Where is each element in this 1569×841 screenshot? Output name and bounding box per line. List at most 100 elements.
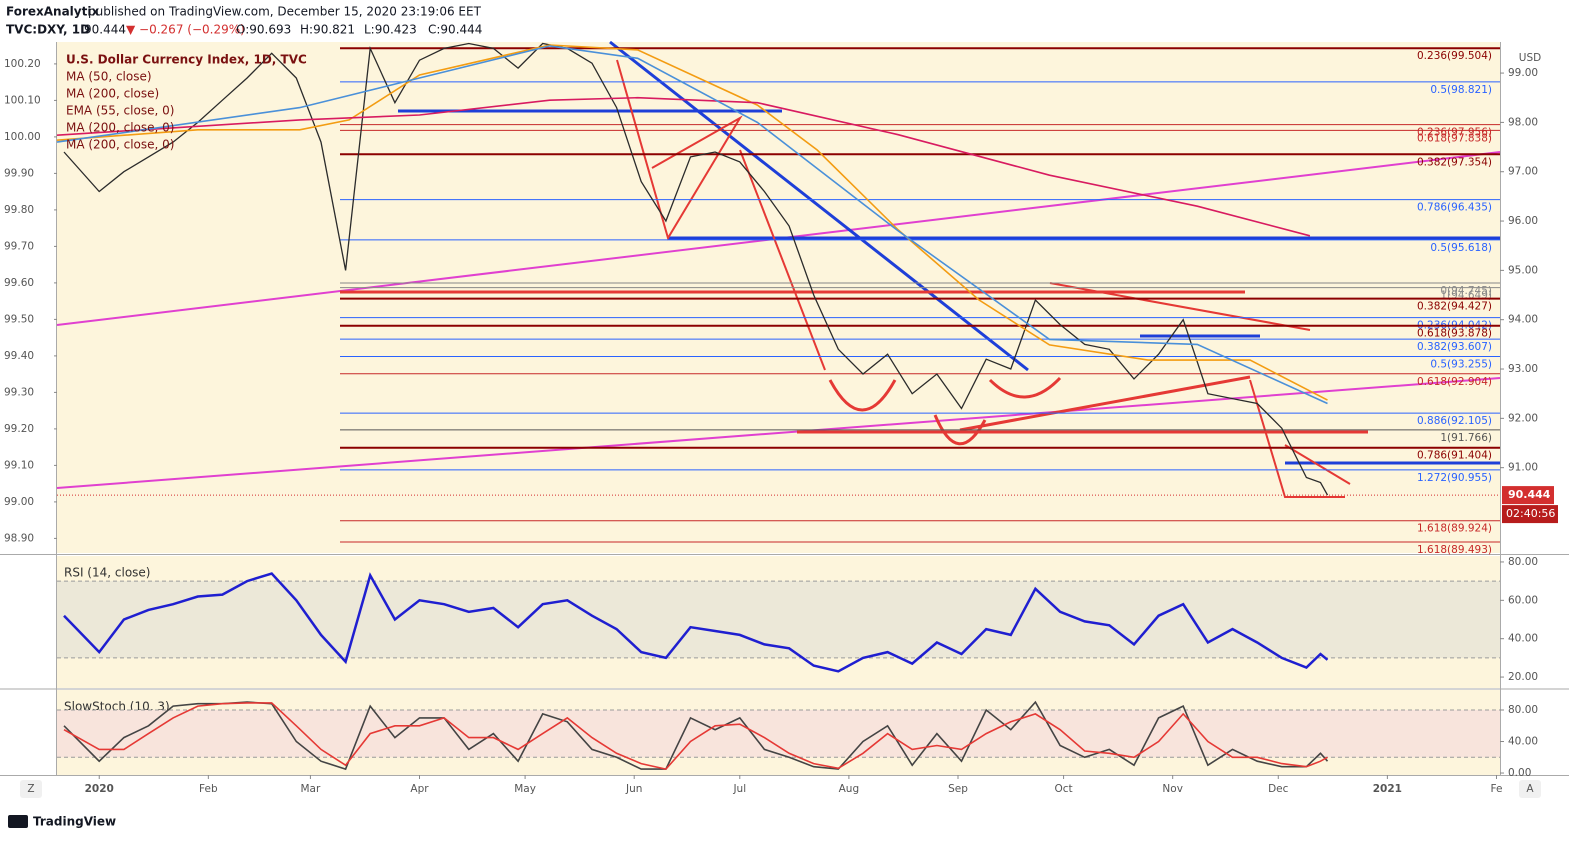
series-line (63, 700, 1329, 771)
legend-entry: U.S. Dollar Currency Index, 1D, TVC (66, 53, 307, 67)
y-tick-label: 94.00 (1508, 314, 1538, 326)
fib-label: 0.236(99.504) (1417, 50, 1492, 62)
y-tick-label: 80.00 (1508, 704, 1538, 716)
change: ▼ −0.267 (−0.29%) (126, 23, 245, 37)
y-tick-label: 0.00 (1508, 767, 1531, 779)
published: published on TradingView.com, December 1… (88, 5, 482, 19)
x-tick-label: Dec (1268, 783, 1289, 795)
fib-label: 0.382(97.354) (1417, 156, 1492, 168)
fib-label: 0.618(97.838) (1417, 132, 1492, 144)
trendline (739, 149, 826, 371)
x-tick-label: Mar (300, 783, 320, 795)
fib-label: 0.886(92.105) (1417, 415, 1492, 427)
x-tick-label: Fe (1491, 783, 1503, 795)
ohlc: O:90.693 (236, 23, 291, 37)
legend-entry: MA (200, close, 0) (66, 138, 174, 152)
rsi-title: RSI (14, close) (64, 566, 150, 580)
fib-label: 0.5(95.618) (1430, 242, 1492, 254)
unit: USD (1519, 52, 1541, 64)
fib-label: 0.382(94.427) (1417, 301, 1492, 313)
last-price-label: 90.444 (1508, 488, 1551, 501)
x-tick-label: Jul (732, 783, 746, 795)
y-tick-label: 40.00 (1508, 633, 1538, 645)
legend-entry: MA (200, close) (66, 87, 159, 101)
left-tick-label: 99.60 (4, 277, 34, 289)
left-tick-label: 100.10 (4, 94, 41, 106)
x-tick-label: Nov (1162, 783, 1183, 795)
legend-entry: MA (50, close) (66, 70, 152, 84)
fib-label: 0.618(93.878) (1417, 328, 1492, 340)
x-tick-label: Aug (839, 783, 860, 795)
trendline (1284, 444, 1351, 485)
pane-2: 0.00 40.00 80.00 (57, 700, 1538, 779)
y-tick-label: 60.00 (1508, 594, 1538, 606)
series-line (56, 45, 1328, 405)
fib-label: 0.786(91.404) (1417, 450, 1492, 462)
y-tick-label: 95.00 (1508, 264, 1538, 276)
x-tick-label: Apr (410, 783, 429, 795)
series-line (56, 96, 1311, 237)
x-tick-label: Oct (1055, 783, 1073, 795)
left-tick-label: 99.90 (4, 167, 34, 179)
axis-button[interactable] (20, 780, 42, 798)
y-tick-label: 96.00 (1508, 215, 1538, 227)
x-tick-label: Jun (625, 783, 642, 795)
ohlc: H:90.821 (300, 23, 355, 37)
y-tick-label: 97.00 (1508, 166, 1538, 178)
axis-button-label[interactable]: A (1526, 783, 1534, 795)
logo (8, 815, 28, 828)
fib-label: 1.272(90.955) (1417, 472, 1492, 484)
fib-label: 0.5(93.255) (1430, 358, 1492, 370)
left-tick-label: 99.00 (4, 496, 34, 508)
legend-entry: EMA (55, close, 0) (66, 104, 174, 118)
pattern-arc (988, 376, 1062, 399)
x-tick-label: Sep (948, 783, 968, 795)
y-tick-label: 20.00 (1508, 671, 1538, 683)
left-tick-label: 99.50 (4, 313, 34, 325)
y-tick-label: 99.00 (1508, 67, 1538, 79)
level-band (57, 710, 1500, 758)
y-tick-label: 93.00 (1508, 363, 1538, 375)
left-tick-label: 99.80 (4, 204, 34, 216)
fib-label: 1(91.766) (1440, 432, 1492, 444)
fib-label: 1.618(89.924) (1417, 523, 1492, 535)
trendline (959, 375, 1251, 432)
pattern-arc (828, 379, 897, 412)
left-tick-label: 99.70 (4, 240, 34, 252)
fib-label: 0.382(93.607) (1417, 341, 1492, 353)
trendline (616, 59, 743, 241)
axis-button[interactable] (1519, 780, 1541, 798)
fib-label: 0.236(97.956) (1417, 127, 1492, 139)
series-line (63, 572, 1329, 673)
trendline (1249, 379, 1345, 498)
countdown-tag (1502, 505, 1558, 524)
x-tick-label: May (514, 783, 536, 795)
y-tick-label: 98.00 (1508, 116, 1538, 128)
series-line (63, 42, 1329, 496)
series-line (56, 44, 1328, 401)
y-tick-label: 80.00 (1508, 556, 1538, 568)
brand: TradingView (33, 815, 116, 829)
left-tick-label: 99.40 (4, 350, 34, 362)
last: 90.444 (84, 23, 126, 37)
trendline (1049, 282, 1311, 331)
trendline (609, 40, 1029, 372)
drawings (56, 40, 1501, 498)
last-price-tag (1502, 486, 1554, 505)
left-tick-label: 100.20 (4, 58, 41, 70)
publisher: ForexAnalytix (6, 5, 99, 19)
legend-entry: MA (200, close, 0) (66, 121, 174, 135)
left-tick-label: 99.20 (4, 423, 34, 435)
left-tick-label: 99.10 (4, 459, 34, 471)
left-tick-label: 98.90 (4, 532, 34, 544)
y-tick-label: 91.00 (1508, 462, 1538, 474)
symbol: TVC:DXY, 1D (6, 23, 90, 37)
pane-1: 20.00 40.00 60.00 80.00 (57, 556, 1538, 683)
x-tick-label: 2021 (1373, 783, 1402, 795)
ohlc: L:90.423 (364, 23, 417, 37)
axis-button-label[interactable]: Z (27, 783, 34, 795)
trendline (56, 377, 1501, 489)
ohlc: C:90.444 (428, 23, 482, 37)
